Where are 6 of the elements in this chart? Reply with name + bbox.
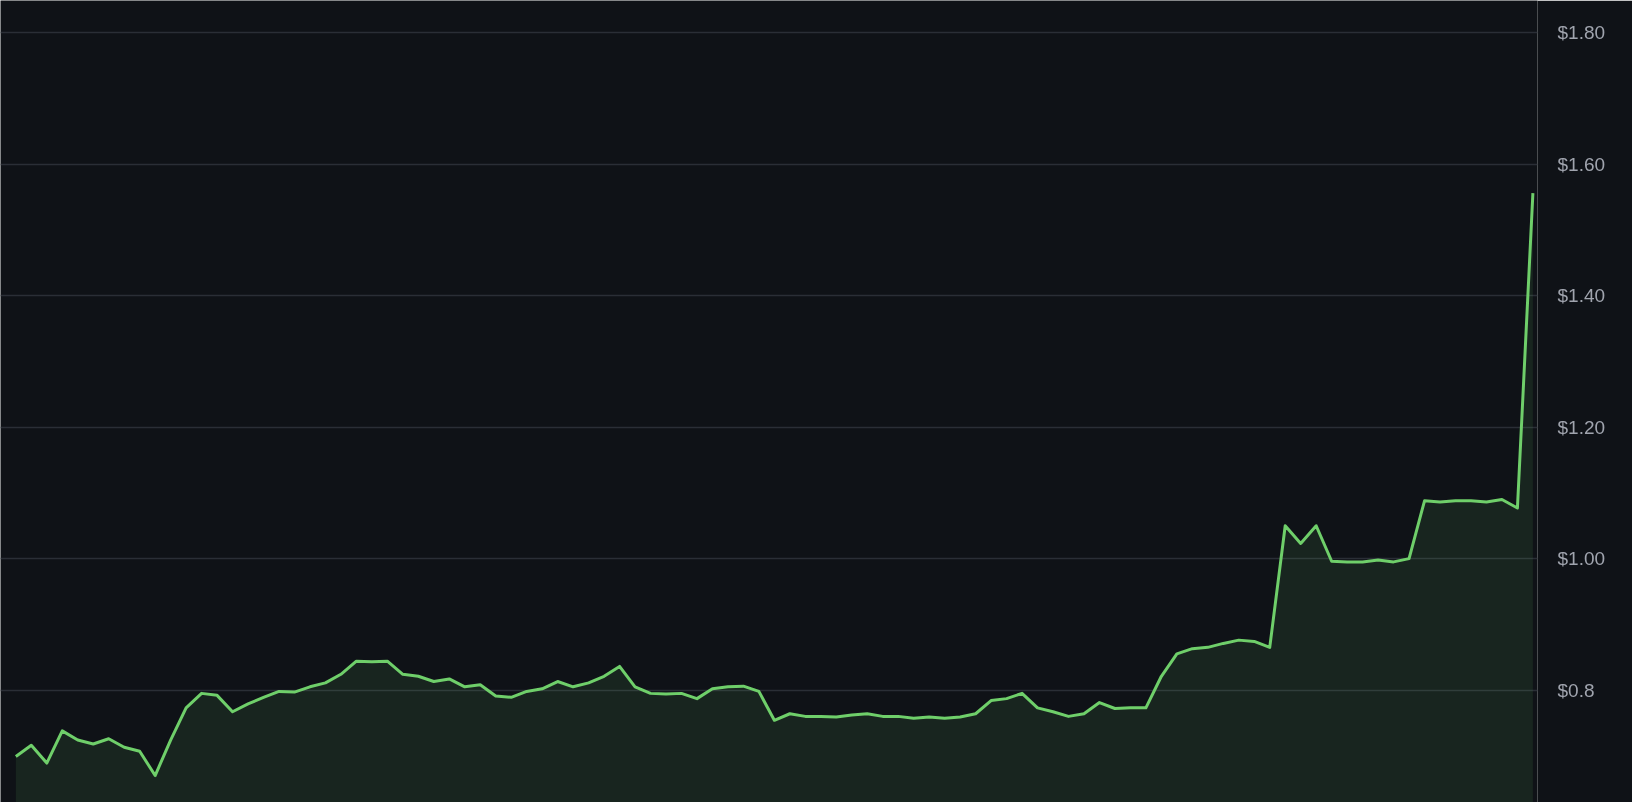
y-tick-label: $1.60 bbox=[1557, 153, 1606, 175]
y-tick-label: $1.00 bbox=[1557, 548, 1606, 570]
y-tick-label: $1.80 bbox=[1557, 22, 1606, 44]
y-tick-label: $1.40 bbox=[1557, 285, 1606, 307]
y-tick-label: $0.8 bbox=[1557, 679, 1595, 701]
y-tick-label: $1.20 bbox=[1557, 416, 1606, 438]
